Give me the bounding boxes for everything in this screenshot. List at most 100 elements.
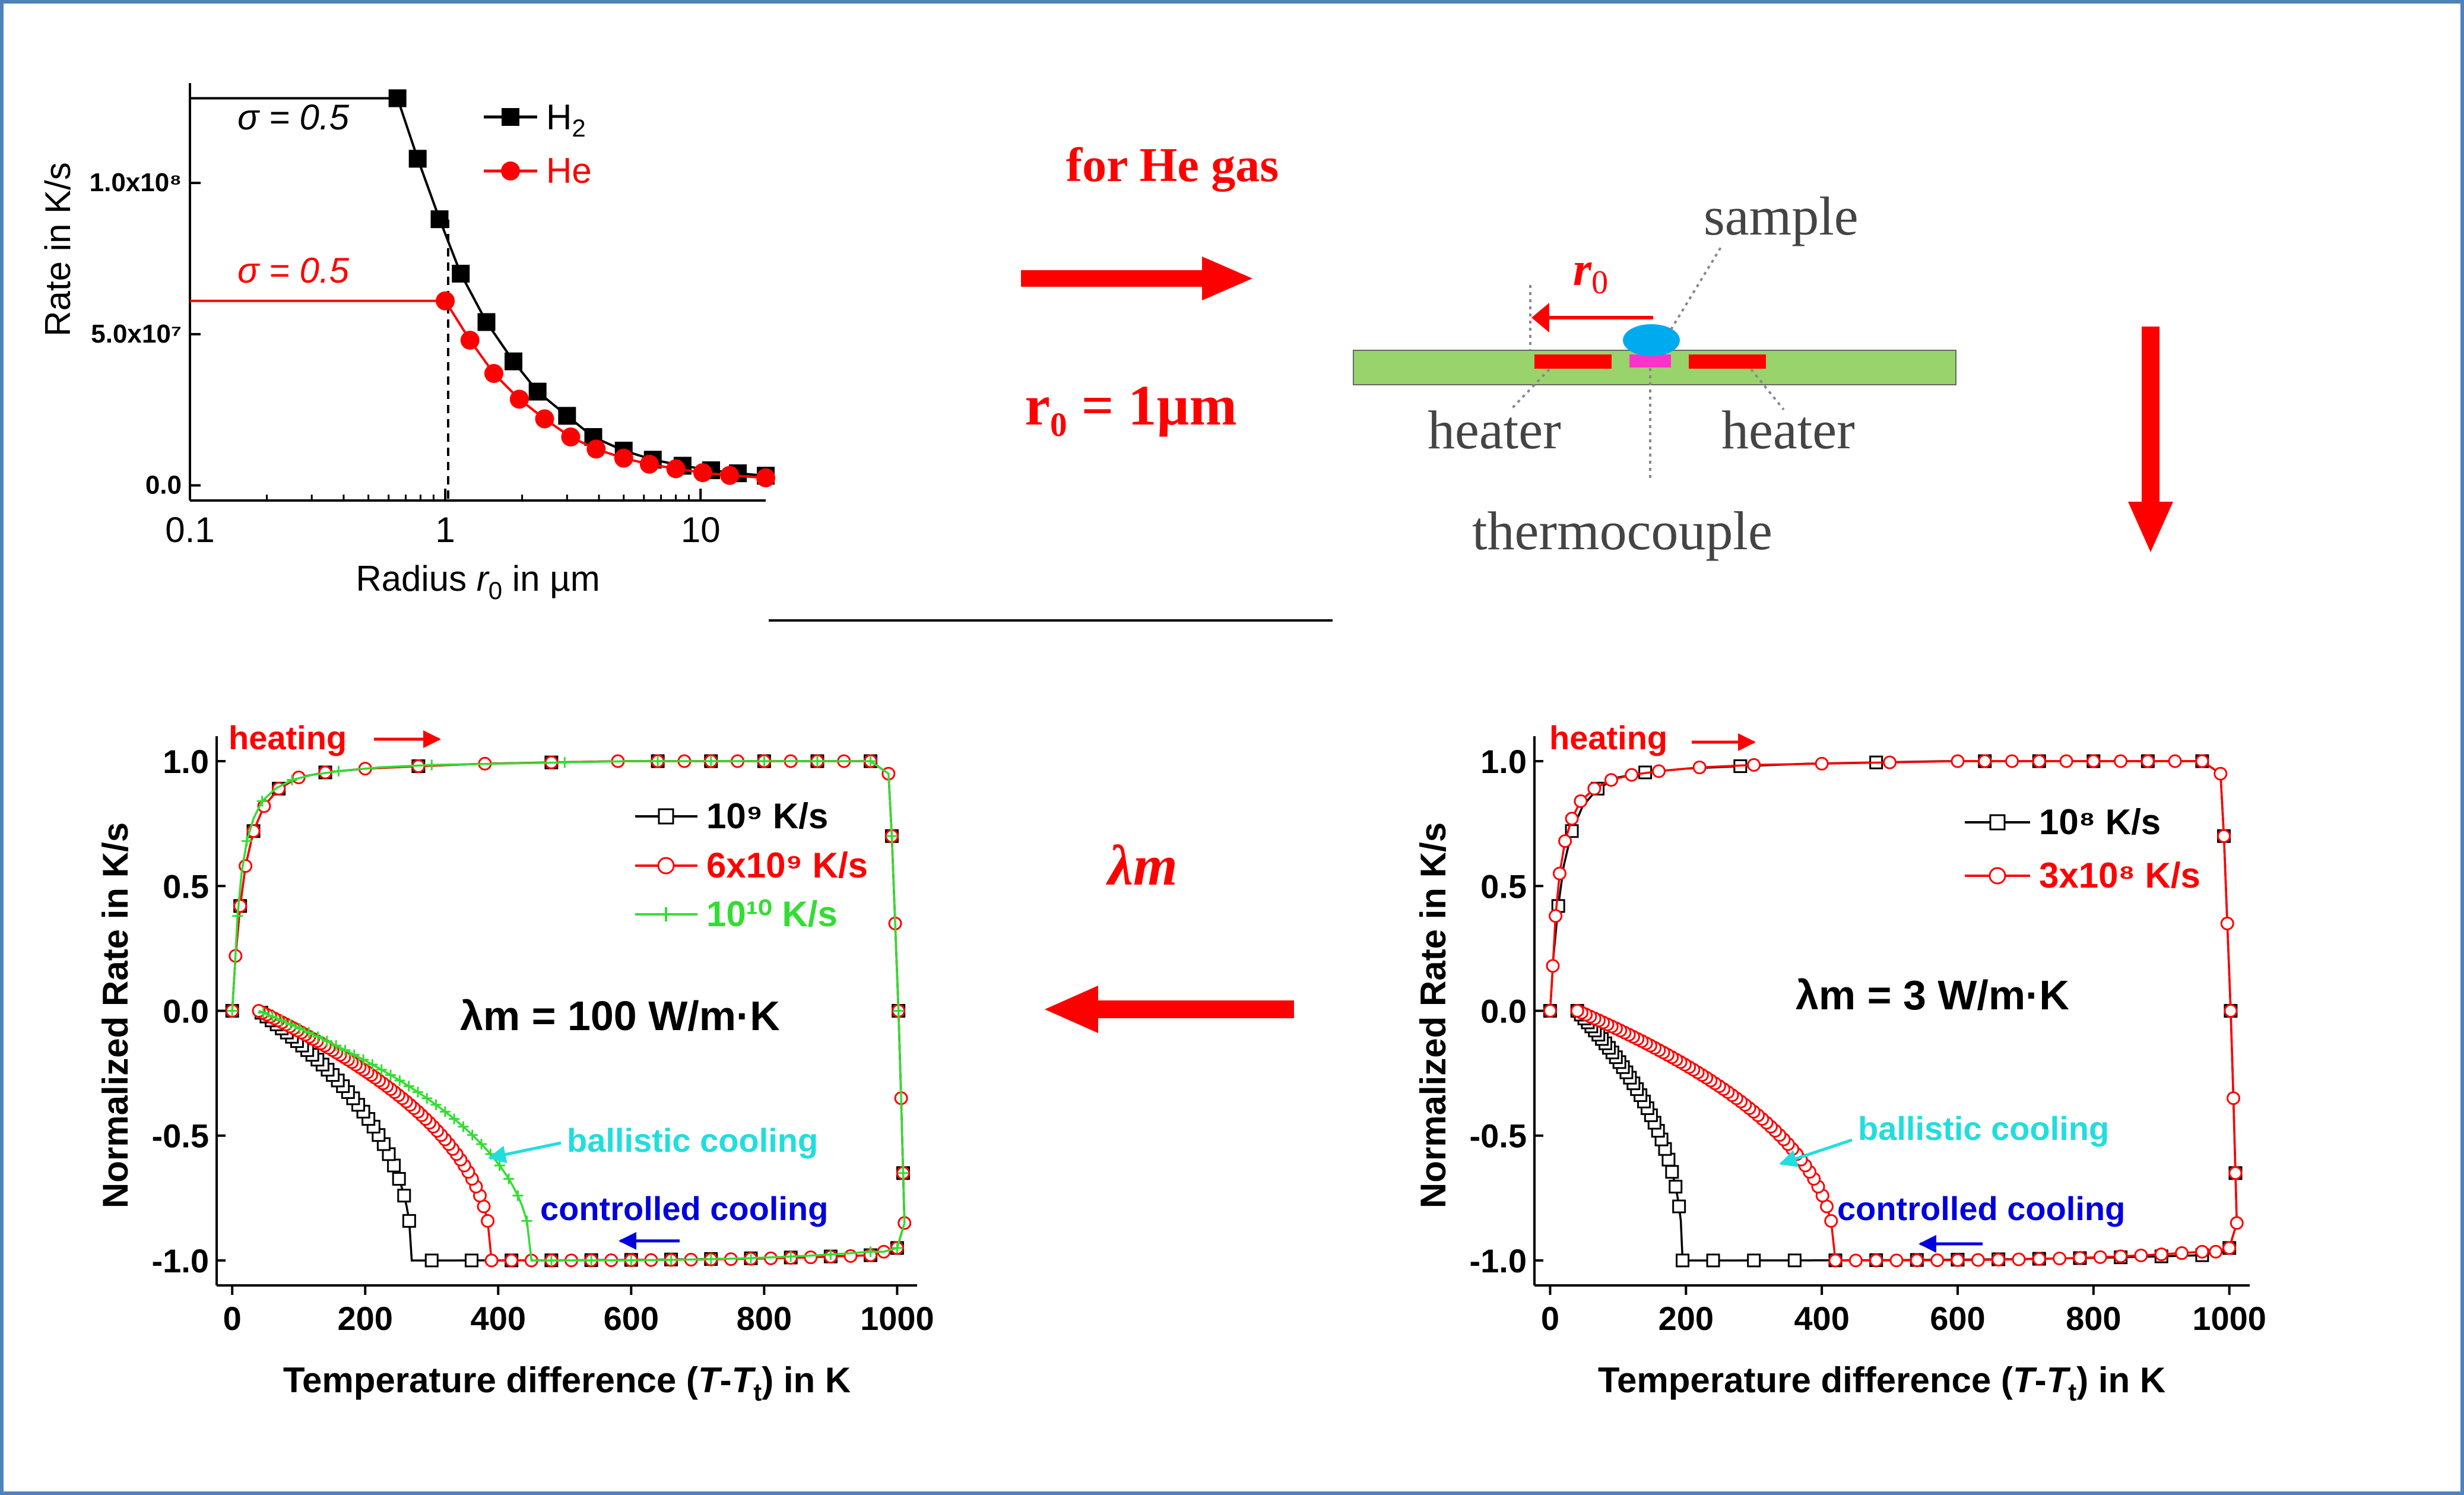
c3-point [1824,1214,1838,1228]
c1-point-he [614,448,633,468]
c3-point [1848,1253,1863,1268]
c2-point [464,1253,478,1268]
sample-leader [1670,245,1723,331]
c1-point-he [509,389,529,409]
c3-point [1625,768,1639,782]
c3-point [2222,1241,2237,1255]
heater-right-label: heater [1721,400,1855,460]
heater-left-leader [1510,368,1550,411]
c2-y-tick-label: 1.0 [163,743,209,780]
c2-controlled-label: controlled cooling [540,1190,828,1227]
c3-x-tick-label: 600 [1930,1300,1985,1337]
c3-heating-label: heating [1549,719,1667,756]
c3-point [2154,1247,2168,1262]
c3-point [2032,1252,2046,1266]
c2-legend-marker-3 [659,907,673,921]
c2-point [825,1249,836,1260]
sample-label: sample [1704,186,1859,246]
c2-point [285,1019,296,1030]
c3-point [2217,829,2231,843]
c2-point [505,1253,519,1268]
c3-point [1574,794,1588,808]
c2-point [892,1242,903,1253]
c1-y-tick-label: 0.0 [145,471,182,500]
c2-legend-marker-1 [658,808,674,825]
c1-point-he [484,364,503,384]
c1-sigma-annotation-black: σ = 0.5 [237,97,350,137]
c2-y-tick-label: 0.0 [163,993,209,1030]
c2-point [865,756,876,767]
c3-point [2086,754,2101,768]
c2-point [321,1035,332,1047]
c1-point-he [586,439,606,459]
c1-point-he [460,331,480,350]
sample-droplet [1623,324,1680,356]
c2-point [430,1099,442,1110]
c1-point-he [666,459,686,479]
c3-point [2224,1004,2238,1018]
c1-point-he [561,427,581,447]
c3-point [1665,1165,1679,1179]
c2-point [586,1255,597,1266]
c3-y-tick-label: -1.0 [1470,1242,1527,1279]
c2-point [759,756,770,767]
c2-series-line-2 [231,760,906,1262]
c3-point [1910,1253,1924,1268]
c3-point [1883,755,1897,769]
c2-x-tick-label: 1000 [860,1300,934,1337]
c3-point [1787,1253,1802,1268]
c2-legend-marker-2 [657,857,675,875]
c2-point [258,1007,269,1018]
c2-point [358,1054,369,1065]
c2-point [287,774,298,785]
c1-point-h2 [558,407,576,425]
heater-right-element [1689,354,1766,369]
c3-legend: 10⁸ K/s 3x10⁸ K/s [1965,802,2200,895]
c2-point [385,1069,396,1081]
c3-point [2195,1244,2209,1259]
c3-point [1558,834,1572,848]
c3-legend-marker-1 [1989,814,2006,831]
c2-ballistic-arrow [488,1141,562,1164]
c2-point [232,910,243,921]
c3-point [1543,1004,1557,1018]
c2-point [546,1255,557,1266]
c3-point [1570,1004,1584,1018]
c3-point [1992,1253,2006,1267]
c1-point-h2 [477,313,496,331]
c1-point-h2 [408,150,427,168]
c3-point [1552,866,1566,880]
heater-left-element [1534,354,1612,369]
c3-point [2005,754,2019,768]
c3-point [1828,1253,1843,1268]
c2-point [394,1075,405,1086]
c1-y-tick-label: 5.0x10⁷ [91,319,182,349]
heater-right-leader [1750,368,1785,411]
c3-y-tick-label: 0.5 [1480,867,1527,905]
c3-x-tick-label: 800 [2066,1300,2121,1337]
c2-legend-label-3: 10¹⁰ K/s [706,894,838,934]
c3-point [2175,1246,2189,1260]
c3-point [2168,754,2182,768]
c1-point-he [720,465,740,485]
c2-point [811,756,823,767]
c2-point [331,1040,342,1051]
c3-y-axis-label: Normalized Rate in K/s [1413,822,1453,1208]
c3-point [1669,1180,1683,1194]
right-arrow-top [1021,256,1252,300]
c1-x-tick-label: 0.1 [165,510,214,550]
c3-point [2140,754,2155,768]
c2-point [484,1253,499,1268]
c2-point [333,765,344,777]
c1-legend: H2 He [484,97,592,191]
c3-x-tick-label: 400 [1794,1300,1849,1337]
c2-point [312,1031,324,1043]
c2-point [705,1253,716,1265]
c3-point [1652,764,1666,778]
c3-point [1672,1199,1686,1214]
c3-point [1706,1253,1720,1268]
c3-controlled-label: controlled cooling [1837,1190,2125,1227]
c2-point [512,1190,524,1201]
c1-legend-marker-he [501,161,520,180]
c3-y-tick-label: -0.5 [1470,1117,1527,1155]
